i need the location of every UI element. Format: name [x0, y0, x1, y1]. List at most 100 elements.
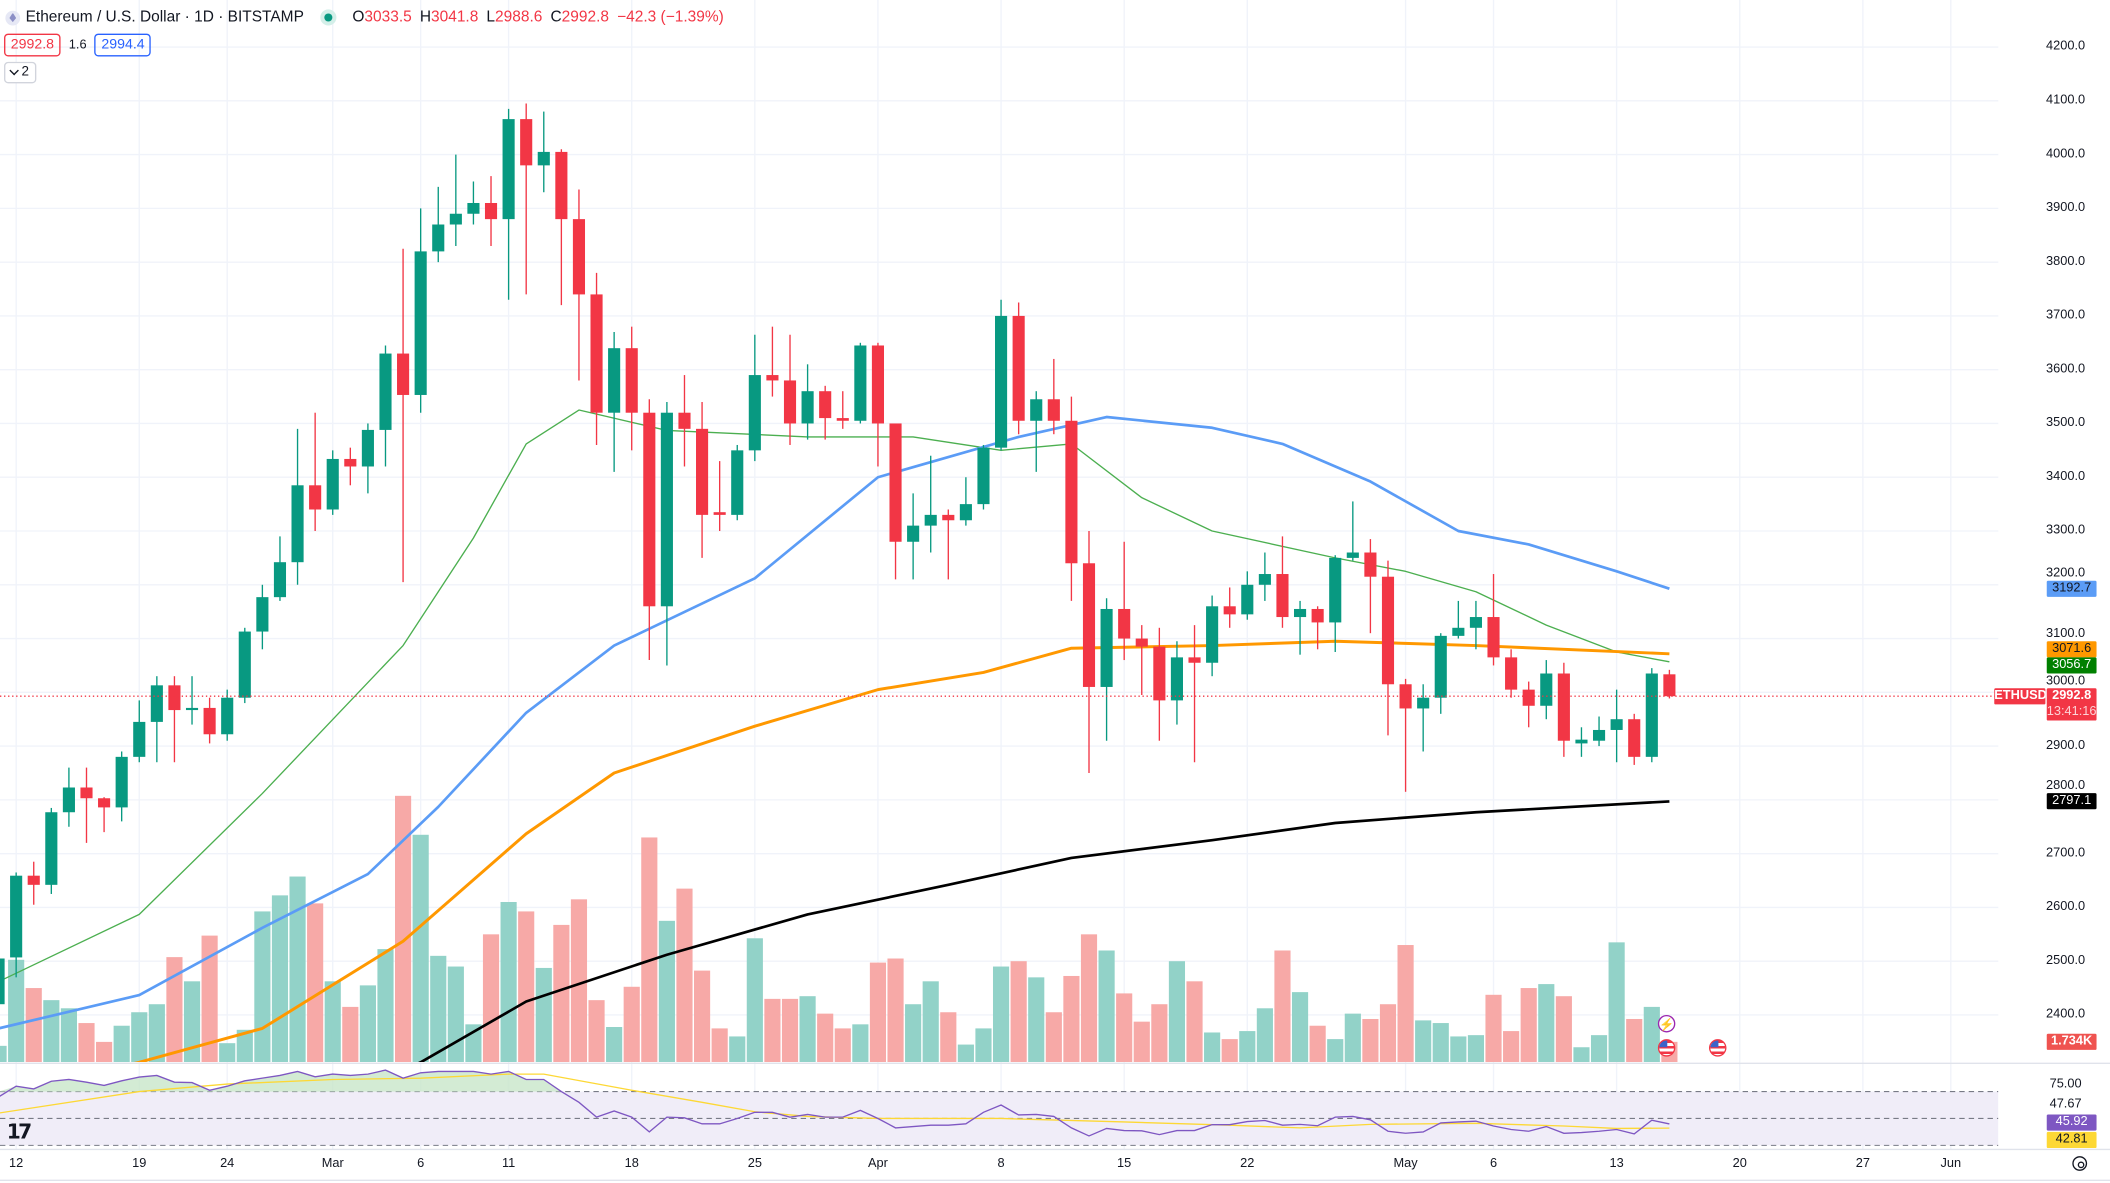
- lightning-event-icon[interactable]: ⚡: [1657, 1014, 1676, 1033]
- time-axis-label[interactable]: 6: [417, 1156, 425, 1171]
- candle-body: [1012, 315, 1025, 421]
- price-axis-label[interactable]: 3900.0: [2046, 200, 2086, 216]
- time-axis-label[interactable]: 24: [220, 1156, 235, 1171]
- candle-body: [273, 562, 287, 598]
- last-price-value: 2992.8: [2052, 688, 2092, 703]
- market-status-icon[interactable]: [320, 9, 337, 26]
- volume-bar: [131, 1012, 148, 1063]
- time-axis-label[interactable]: 6: [1489, 1156, 1498, 1171]
- time-axis-label[interactable]: 12: [9, 1156, 24, 1171]
- time-axis-label[interactable]: 22: [1240, 1156, 1255, 1171]
- volume-bar: [711, 1028, 728, 1063]
- volume-bar: [746, 938, 763, 1063]
- price-axis-label[interactable]: 3400.0: [2046, 469, 2086, 484]
- volume-bar: [289, 876, 306, 1063]
- candle-body: [62, 787, 75, 813]
- price-axis-label[interactable]: 3600.0: [2046, 361, 2086, 377]
- time-axis-label[interactable]: 18: [624, 1156, 639, 1171]
- price-axis-label[interactable]: 4000.0: [2046, 146, 2086, 162]
- candle-body: [484, 202, 498, 220]
- volume-bar: [1256, 1008, 1273, 1063]
- candle-body: [731, 450, 744, 515]
- candle-body: [889, 423, 902, 542]
- candle-body: [713, 512, 726, 515]
- volume-bar: [641, 837, 658, 1063]
- price-axis-label[interactable]: 2500.0: [2046, 953, 2086, 968]
- price-axis-label[interactable]: 2600.0: [2046, 899, 2086, 915]
- time-axis-label[interactable]: 8: [997, 1156, 1005, 1171]
- time-axis-label[interactable]: 15: [1117, 1156, 1132, 1171]
- price-axis-label[interactable]: 2900.0: [2046, 738, 2086, 753]
- price-axis-label[interactable]: 3300.0: [2046, 522, 2086, 538]
- volume-bar: [799, 996, 816, 1063]
- candle-body: [819, 391, 832, 419]
- time-axis-label[interactable]: 13: [1609, 1156, 1624, 1171]
- volume-bar: [1221, 1039, 1238, 1063]
- price-axis-label[interactable]: 2800.0: [2046, 778, 2086, 794]
- volume-bar: [219, 1043, 236, 1063]
- price-axis-label[interactable]: 3500.0: [2046, 415, 2086, 431]
- rsi-axis-label[interactable]: 47.67: [2049, 1096, 2082, 1112]
- candle-body: [1557, 673, 1570, 741]
- price-axis-label[interactable]: 3000.0: [2046, 673, 2086, 688]
- volume-bar: [78, 1023, 95, 1063]
- time-axis-label[interactable]: May: [1393, 1156, 1418, 1171]
- time-axis-label[interactable]: Mar: [321, 1156, 344, 1171]
- candle-body: [27, 875, 40, 885]
- volume-bar: [482, 934, 500, 1063]
- price-axis-label[interactable]: 2400.0: [2046, 1006, 2086, 1022]
- volume-bar: [395, 795, 412, 1063]
- indicators-toggle-button[interactable]: 2: [4, 61, 36, 84]
- ma-price-tag: 3056.7: [2046, 657, 2097, 674]
- sell-price-button[interactable]: 2992.8: [4, 33, 61, 57]
- price-axis-label[interactable]: 3700.0: [2046, 307, 2086, 323]
- volume-bar: [1098, 950, 1115, 1063]
- candle-body: [414, 251, 427, 395]
- time-axis-label[interactable]: 11: [501, 1156, 516, 1171]
- volume-bar: [922, 981, 939, 1063]
- candle-body: [1258, 574, 1271, 585]
- time-axis-label[interactable]: Apr: [867, 1156, 888, 1171]
- candle-body: [1241, 584, 1254, 615]
- candle-body: [555, 151, 568, 220]
- rsi-pane: [0, 1069, 1999, 1146]
- price-axis-label[interactable]: 2700.0: [2046, 845, 2086, 861]
- candle-body: [1346, 552, 1359, 558]
- price-axis-label[interactable]: 3200.0: [2046, 565, 2086, 581]
- symbol-title[interactable]: Ethereum / U.S. Dollar · 1D · BITSTAMP: [25, 9, 304, 26]
- candle-body: [1452, 627, 1465, 636]
- time-axis-label[interactable]: 27: [1855, 1156, 1870, 1171]
- candle-body: [10, 875, 23, 958]
- price-axis-label[interactable]: 4100.0: [2046, 92, 2086, 108]
- rsi-line: [0, 1069, 1670, 1137]
- candle-body: [344, 458, 357, 467]
- us-flag-event-icon[interactable]: [1657, 1039, 1676, 1057]
- candle-body: [572, 219, 586, 295]
- candle-body: [537, 151, 550, 166]
- volume-bar: [817, 1013, 834, 1063]
- candle-body: [660, 412, 673, 607]
- price-axis-label[interactable]: 3800.0: [2046, 254, 2086, 269]
- candle-body: [1047, 399, 1060, 421]
- volume-bar: [1397, 945, 1414, 1063]
- candle-body: [748, 375, 761, 451]
- time-axis-label[interactable]: 25: [747, 1156, 762, 1171]
- volume-bar: [992, 966, 1010, 1063]
- price-axis-label[interactable]: 4200.0: [2046, 38, 2086, 54]
- candle-body: [1329, 557, 1342, 623]
- candle-body: [836, 418, 849, 421]
- us-flag-event-icon[interactable]: [1708, 1039, 1727, 1057]
- settings-gear-icon[interactable]: [2072, 1156, 2088, 1171]
- tradingview-logo[interactable]: 17: [6, 1119, 32, 1145]
- rsi-axis-label[interactable]: 75.00: [2049, 1076, 2082, 1092]
- time-axis-label[interactable]: 19: [132, 1156, 147, 1171]
- candle-body: [1540, 673, 1553, 706]
- buy-price-button[interactable]: 2994.4: [94, 33, 152, 57]
- price-axis-label[interactable]: 3100.0: [2046, 626, 2086, 642]
- time-axis-label[interactable]: 20: [1732, 1156, 1747, 1171]
- candle-body: [432, 224, 445, 252]
- volume-bar: [1503, 1031, 1520, 1063]
- candle-body: [625, 348, 638, 413]
- time-axis-label[interactable]: Jun: [1940, 1156, 1962, 1171]
